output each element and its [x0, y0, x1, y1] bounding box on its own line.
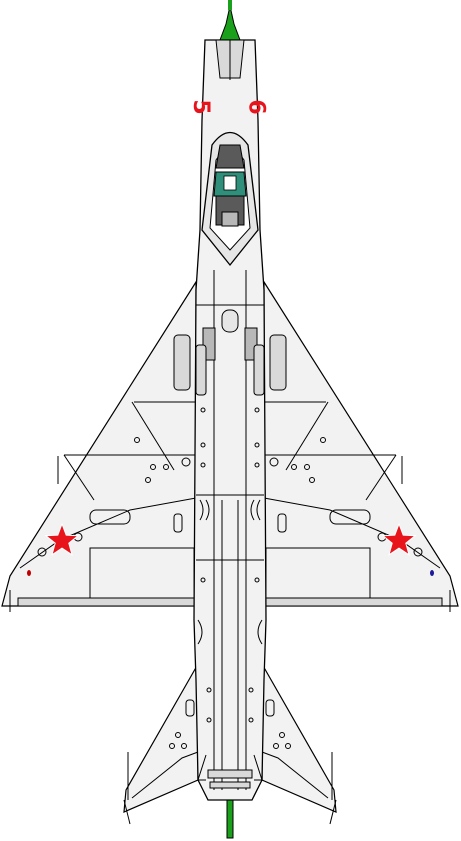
left-stabilizer: [123, 661, 199, 825]
nose-number-left: 5: [188, 99, 213, 114]
red-star-shape: [381, 522, 417, 556]
red-star-right-wing: [381, 522, 417, 556]
pilot-figure: [213, 171, 247, 197]
red-star-shape: [44, 522, 80, 556]
nose-pitot-probe: [219, 0, 241, 41]
nose-number-right: 9: [247, 99, 272, 114]
red-star-left-wing: [44, 522, 80, 556]
left-wing: [1, 279, 197, 612]
right-wing: [263, 279, 459, 612]
ejection-seat: [215, 144, 245, 227]
right-stabilizer: [261, 661, 337, 825]
